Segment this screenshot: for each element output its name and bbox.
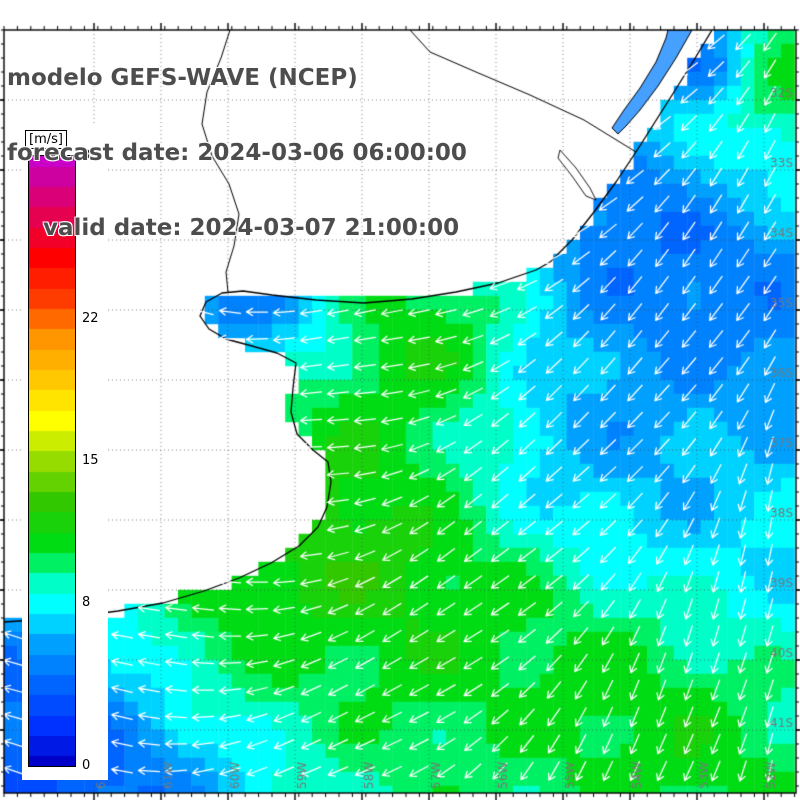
colorbar-panel: [m/s] 30 22 15 8 0 [22, 126, 108, 780]
colorbar-gradient [28, 155, 76, 767]
plot-title-block: modelo GEFS-WAVE (NCEP) forecast date: 2… [7, 16, 467, 266]
colorbar-tick-label: 8 [82, 595, 91, 611]
colorbar-tick-label: 0 [82, 758, 91, 773]
model-name-title: modelo GEFS-WAVE (NCEP) [7, 65, 358, 91]
colorbar-tick-label: 15 [82, 453, 99, 468]
forecast-date-label: forecast date: 2024-03-06 06:00:00 [7, 140, 467, 166]
colorbar-tick-labels: 30 22 15 8 0 [82, 148, 108, 773]
valid-date-label: valid date: 2024-03-07 21:00:00 [43, 215, 460, 241]
colorbar-tick-label: 30 [82, 148, 99, 163]
colorbar-unit-label: [m/s] [25, 130, 67, 149]
colorbar-tick-label: 22 [82, 310, 99, 326]
